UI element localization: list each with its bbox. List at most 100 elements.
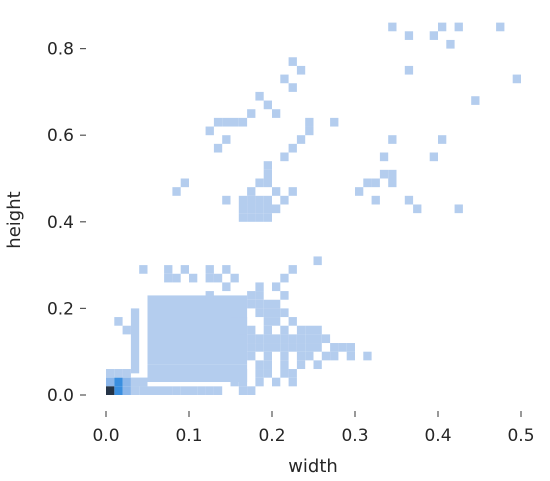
histogram-cell <box>230 273 239 283</box>
histogram-cell <box>255 377 264 387</box>
x-tick-label: 0.4 <box>424 426 451 446</box>
histogram-cell <box>106 377 115 387</box>
histogram-cells <box>106 22 521 395</box>
histogram-cell <box>222 195 231 205</box>
histogram-cell <box>313 360 322 370</box>
histogram-cell <box>272 109 281 118</box>
histogram-cell <box>247 386 256 395</box>
histogram-cell <box>213 143 223 153</box>
histogram-cell <box>180 386 189 395</box>
histogram-cell <box>139 377 148 387</box>
histogram-cell <box>280 152 289 162</box>
histogram-cell <box>280 325 289 335</box>
histogram-cell <box>305 351 314 361</box>
histogram-cell <box>238 213 248 222</box>
histogram-cell <box>255 91 264 101</box>
histogram-cell <box>288 265 297 274</box>
histogram-cell <box>122 369 131 378</box>
histogram-cell <box>263 169 272 179</box>
histogram-cell <box>247 204 256 214</box>
histogram-cell <box>388 22 397 32</box>
histogram-cell <box>471 96 480 105</box>
histogram-cell <box>255 204 264 214</box>
histogram-cell <box>122 325 131 335</box>
histogram-cell <box>213 117 223 127</box>
histogram-cell <box>330 351 339 361</box>
histogram-cell <box>454 22 463 32</box>
histogram-cell <box>255 213 264 222</box>
histogram-cell <box>429 31 438 40</box>
histogram-cell <box>238 117 248 127</box>
histogram-cell <box>213 273 223 283</box>
histogram-cell <box>238 195 248 205</box>
histogram-cell <box>288 143 297 153</box>
y-tick-label: 0.0 <box>47 386 74 406</box>
histogram-cell <box>330 343 339 352</box>
histogram-cell <box>230 117 239 127</box>
histogram-cell <box>222 135 231 144</box>
histogram-cell <box>280 360 289 370</box>
histogram-cell <box>280 308 289 318</box>
histogram-cell <box>280 351 289 361</box>
histogram-cell <box>263 369 272 378</box>
x-tick-label: 0.3 <box>341 426 368 446</box>
histogram-cell <box>288 317 297 326</box>
x-tick-label: 0.1 <box>175 426 202 446</box>
histogram-cell <box>272 308 281 318</box>
histogram-cell <box>263 317 272 326</box>
histogram-cell <box>230 377 239 387</box>
histogram-cell <box>164 265 173 274</box>
histogram-cell <box>305 334 314 344</box>
histogram-cell <box>106 386 115 395</box>
histogram-cell <box>122 377 131 387</box>
histogram-cell <box>263 100 272 110</box>
histogram-cell <box>255 369 264 378</box>
histogram-cell <box>346 343 355 352</box>
histogram-cell <box>296 325 306 335</box>
histogram-cell <box>272 334 281 344</box>
histogram-cell <box>164 273 173 283</box>
histogram-cell <box>288 83 297 92</box>
histogram-cell <box>255 291 264 300</box>
histogram-cell <box>288 377 297 387</box>
histogram-cell-block <box>147 364 248 383</box>
histogram-cell <box>338 343 347 352</box>
histogram-cell <box>296 351 306 361</box>
histogram-cell <box>438 135 447 144</box>
histogram-cell <box>172 187 181 196</box>
x-tick-label: 0.2 <box>258 426 285 446</box>
histogram-cell <box>272 343 281 352</box>
histogram-cell <box>213 386 223 395</box>
x-tick-label: 0.5 <box>507 426 534 446</box>
x-axis-label: width <box>288 456 338 477</box>
histogram-cell <box>114 386 123 395</box>
histogram-cell <box>280 291 289 300</box>
histogram-cell <box>172 386 181 395</box>
histogram-cell <box>247 325 256 335</box>
histogram-cell <box>280 273 289 283</box>
histogram-cell <box>272 282 281 292</box>
histogram-cell <box>288 343 297 352</box>
histogram-cell <box>122 386 131 395</box>
histogram-cell <box>247 109 256 118</box>
histogram-cell <box>288 57 297 66</box>
histogram-cell <box>355 187 364 196</box>
histogram-cell <box>255 282 264 292</box>
histogram-cell <box>296 135 306 144</box>
histogram-cell <box>429 152 438 162</box>
histogram-cell <box>205 273 214 283</box>
y-axis-label: height <box>4 191 25 248</box>
histogram-cell <box>404 195 414 205</box>
histogram-cell <box>446 39 455 49</box>
histogram-cell <box>272 299 281 309</box>
axes: 0.0 0.1 0.2 0.3 0.4 0.5 0.0 0.2 0.4 0.6 0.8 <box>47 40 535 446</box>
histogram-cell <box>388 135 397 144</box>
histogram-cell <box>172 273 181 283</box>
histogram-cell <box>272 317 281 326</box>
histogram-cell <box>272 204 281 214</box>
histogram-cell <box>180 178 189 188</box>
histogram-cell <box>139 265 148 274</box>
histogram-cell <box>238 204 248 214</box>
histogram-cell <box>363 351 372 361</box>
